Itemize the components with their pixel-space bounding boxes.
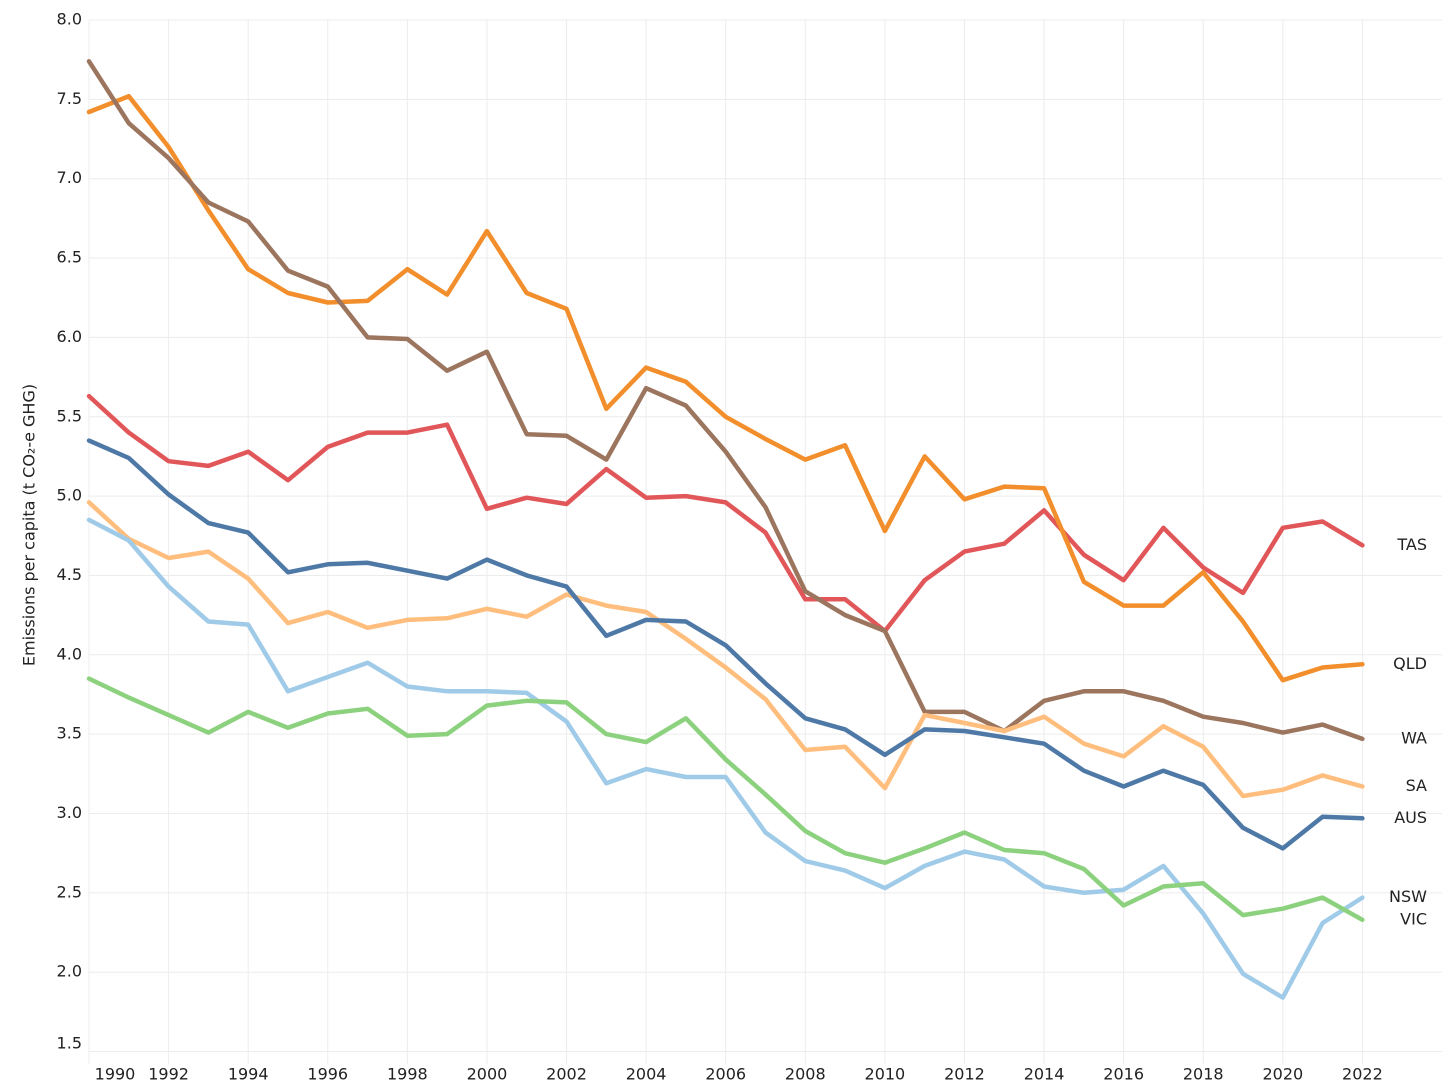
y-tick-label: 8.0 bbox=[57, 10, 82, 29]
x-tick-label: 2004 bbox=[626, 1065, 667, 1083]
series-label: AUS bbox=[1394, 808, 1427, 827]
series-label: SA bbox=[1406, 776, 1427, 795]
x-tick-label: 2014 bbox=[1024, 1065, 1065, 1083]
series-line bbox=[86, 93, 1365, 683]
series-label: VIC bbox=[1400, 909, 1427, 928]
y-tick-label: 5.5 bbox=[57, 406, 82, 425]
y-tick-label: 3.5 bbox=[57, 724, 82, 743]
series-line bbox=[86, 676, 1365, 923]
series-line bbox=[86, 393, 1365, 634]
x-tick-label: 2006 bbox=[705, 1065, 746, 1083]
y-tick-label: 1.5 bbox=[57, 1034, 82, 1053]
series-label: QLD bbox=[1393, 654, 1427, 673]
x-tick-label: 1990 bbox=[95, 1065, 136, 1083]
series-label: TAS bbox=[1396, 535, 1427, 554]
x-tick-label: 2010 bbox=[865, 1065, 906, 1083]
series-label: NSW bbox=[1389, 887, 1427, 906]
y-tick-label: 4.0 bbox=[57, 644, 82, 663]
y-tick-label: 6.0 bbox=[57, 327, 82, 346]
series-line bbox=[86, 500, 1365, 799]
x-tick-label: 1996 bbox=[307, 1065, 348, 1083]
series-line bbox=[86, 438, 1365, 851]
y-axis-title: Emissions per capita (t CO₂-e GHG) bbox=[20, 384, 39, 666]
y-tick-label: 5.0 bbox=[57, 486, 82, 505]
y-tick-label: 2.0 bbox=[57, 962, 82, 981]
x-tick-label: 1998 bbox=[387, 1065, 428, 1083]
y-tick-label: 6.5 bbox=[57, 248, 82, 267]
x-tick-label: 2020 bbox=[1262, 1065, 1303, 1083]
y-tick-label: 7.0 bbox=[57, 168, 82, 187]
x-tick-label: 2018 bbox=[1183, 1065, 1224, 1083]
x-tick-label: 2016 bbox=[1103, 1065, 1144, 1083]
y-tick-label: 4.5 bbox=[57, 565, 82, 584]
x-tick-label: 1992 bbox=[148, 1065, 189, 1083]
y-tick-label: 3.0 bbox=[57, 803, 82, 822]
series-line bbox=[86, 59, 1365, 742]
x-tick-label: 2008 bbox=[785, 1065, 826, 1083]
x-tick-label: 2002 bbox=[546, 1065, 587, 1083]
y-tick-label: 7.5 bbox=[57, 89, 82, 108]
x-tick-label: 2012 bbox=[944, 1065, 985, 1083]
series-line bbox=[86, 517, 1365, 1000]
x-tick-label: 2022 bbox=[1342, 1065, 1383, 1083]
x-tick-label: 2000 bbox=[467, 1065, 508, 1083]
series-label: WA bbox=[1401, 728, 1427, 747]
x-tick-label: 1994 bbox=[228, 1065, 269, 1083]
y-tick-label: 2.5 bbox=[57, 882, 82, 901]
